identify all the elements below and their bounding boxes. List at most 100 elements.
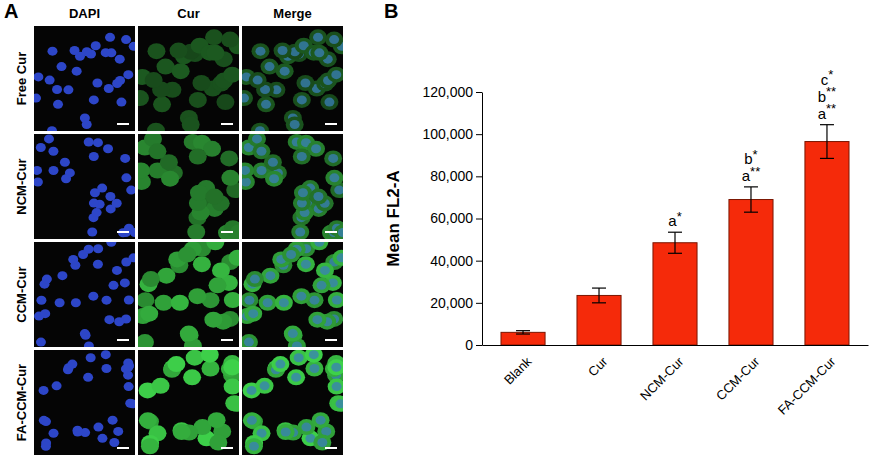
nucleus [281,428,291,437]
error-bar [820,125,834,159]
nucleus [49,166,59,175]
nucleus [36,338,46,347]
nucleus [250,275,260,284]
scale-bar [221,231,233,233]
nucleus [112,266,122,275]
column-head: DAPI [69,6,100,21]
cell-body [193,256,211,272]
nucleus [109,438,119,447]
y-tick-mark [476,303,482,304]
nucleus [108,281,118,290]
nucleus [261,100,271,109]
nucleus [84,341,94,347]
nucleus [83,373,93,382]
bar [805,142,849,345]
scale-bar [325,339,337,341]
scale-bar [117,231,129,233]
nucleus [113,427,123,436]
cell-body [256,378,274,394]
scale-bar [117,123,129,125]
error-bar-cap [820,158,834,159]
cell-body [153,96,171,112]
nucleus [101,364,111,373]
cell-body [324,150,342,166]
cell-body [259,295,277,311]
micrograph [242,350,343,455]
nucleus [93,138,103,147]
micrograph [34,26,135,131]
nucleus [301,260,311,269]
nucleus [89,95,99,104]
cell-body [305,350,323,363]
nucleus [34,94,41,103]
nucleus [248,309,258,318]
cell-body [180,326,198,342]
y-tick-mark [476,345,482,346]
row-label: FA-CCM-Cur [14,364,29,441]
cell-body [220,150,238,166]
image-ground [138,242,239,347]
nucleus [253,76,263,85]
y-tick-mark [476,92,482,93]
y-tick: 120,000 [422,84,482,100]
nucleus [53,100,63,109]
nucleus [129,42,135,51]
nucleus [242,94,249,103]
x-tick: FA-CCM-Cur [775,345,839,418]
cell-body [141,438,159,454]
cell-body [294,185,312,201]
nucleus [49,429,59,438]
cell-body [246,271,264,287]
nucleus [106,242,116,247]
micrograph [138,26,239,131]
bar [729,200,773,345]
nucleus [89,152,99,161]
nucleus [314,48,324,57]
cell-body [277,424,295,440]
nucleus [86,353,96,362]
nucleus [121,173,131,182]
micrograph [34,134,135,239]
nucleus [242,166,250,175]
micrograph [242,134,343,239]
cell-body [284,326,302,342]
y-tick: 80,000 [430,168,482,184]
cell-body [327,67,343,83]
nucleus [297,95,307,104]
cell-body [224,292,239,308]
nucleus [48,147,58,156]
nucleus [291,373,301,382]
error-bar [668,232,682,253]
cell-body [138,292,154,308]
cell-body [182,117,200,131]
nucleus [290,120,300,129]
nucleus [34,166,42,175]
nucleus [68,255,78,264]
cell-body [224,379,239,395]
cell-body [242,334,258,347]
y-tick: 60,000 [430,210,482,226]
nucleus [44,134,54,143]
nucleus [97,434,107,443]
nucleus [80,329,90,338]
nucleus [242,177,251,186]
cell-body [167,356,185,372]
nucleus [247,386,257,395]
nucleus [92,78,102,87]
cell-body [178,247,196,263]
nucleus [102,296,112,305]
cell-body [190,185,208,201]
error-bar-cap [820,124,834,125]
nucleus [57,271,67,280]
nucleus [314,242,324,247]
nucleus [324,98,334,107]
nucleus [298,188,308,197]
nucleus [335,399,343,408]
cell-body [147,123,165,131]
cell-body [186,350,204,366]
cell-body [223,359,239,375]
cell-body [305,360,323,376]
error-bar [516,331,530,334]
cell-body [293,92,311,108]
nucleus [106,48,116,57]
